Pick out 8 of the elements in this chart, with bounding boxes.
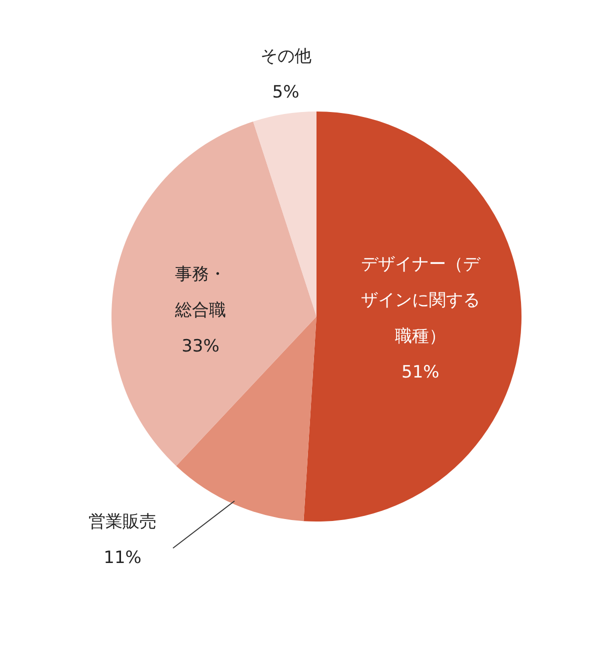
data-label: 11% [104, 548, 142, 568]
slice-label: 事務・総合職 [174, 264, 226, 320]
data-label: 33% [182, 336, 220, 356]
slice-label: デザイナー（デザインに関する職種） [360, 254, 481, 347]
slice-label: 営業販売 [88, 512, 157, 532]
data-label: 51% [402, 362, 440, 383]
slice-label: その他 [260, 46, 312, 67]
data-label: 5% [272, 82, 300, 103]
